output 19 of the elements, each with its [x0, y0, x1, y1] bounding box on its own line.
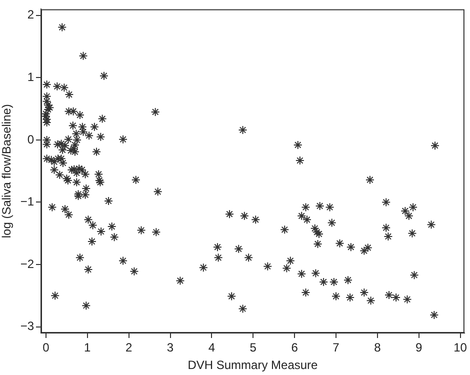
- x-tick-label: 8: [374, 340, 382, 355]
- y-tick-label: −3: [20, 319, 34, 334]
- y-tick-label: 0: [27, 132, 34, 146]
- y-tick-label: −2: [20, 256, 34, 271]
- y-axis-title: log (Saliva flow/Baseline): [0, 104, 14, 238]
- x-tick-label: 6: [291, 340, 298, 355]
- y-tick-label: 2: [27, 8, 34, 22]
- x-axis-title: DVH Summary Measure: [188, 358, 318, 372]
- x-tick-label: 2: [125, 340, 132, 355]
- x-tick-label: 0: [42, 340, 50, 355]
- x-tick-label: 3: [166, 340, 174, 355]
- y-tick-label: −1: [20, 194, 34, 209]
- x-tick-label: 5: [250, 340, 257, 355]
- y-tick-label: 1: [27, 70, 34, 84]
- x-tick-label: 1: [84, 340, 92, 355]
- x-tick-label: 4: [208, 340, 216, 355]
- x-tick-label: 10: [454, 340, 468, 355]
- x-tick-label: 7: [332, 340, 340, 355]
- x-tick-label: 9: [416, 340, 423, 355]
